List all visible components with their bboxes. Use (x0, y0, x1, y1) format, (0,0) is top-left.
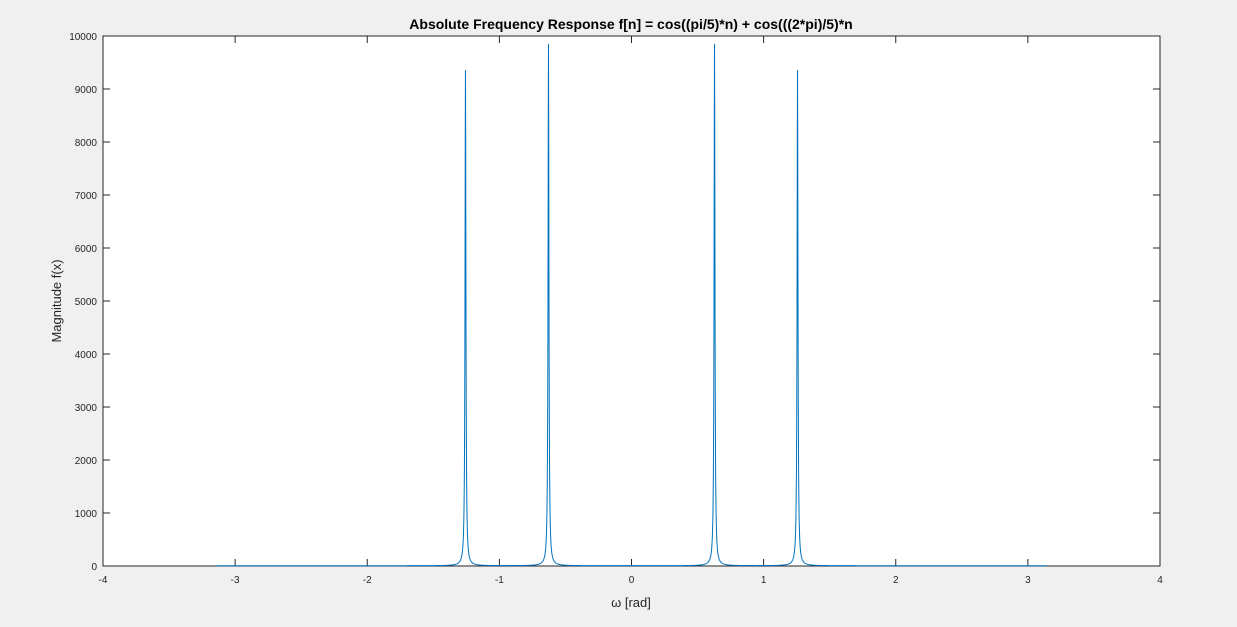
y-tick-labels: 0 1000 2000 3000 4000 5000 6000 7000 8000 9000 100… (69, 32, 97, 573)
x-tick-labels: -4 -3 -2 -1 0 1 2 3 4 (99, 575, 1164, 586)
y-axis-label: Magnitude f(x) (49, 259, 64, 342)
y-tick-label: 1000 (75, 509, 98, 520)
x-tick-label: -1 (495, 575, 504, 586)
x-tick-label: -3 (231, 575, 240, 586)
y-tick-label: 8000 (75, 138, 98, 149)
y-tick-label: 10000 (69, 32, 97, 43)
x-tick-label: 0 (629, 575, 635, 586)
y-tick-label: 3000 (75, 403, 98, 414)
x-tick-label: -4 (99, 575, 108, 586)
chart-title: Absolute Frequency Response f[n] = cos((… (409, 16, 852, 32)
x-tick-label: 2 (893, 575, 899, 586)
plot-area (102, 35, 1161, 567)
x-axis-label: ω [rad] (611, 595, 651, 610)
y-tick-label: 0 (91, 562, 97, 573)
y-tick-label: 6000 (75, 244, 98, 255)
x-tick-label: -2 (363, 575, 372, 586)
y-tick-label: 7000 (75, 191, 98, 202)
y-tick-label: 5000 (75, 297, 98, 308)
magnitude-series-line (216, 43, 1047, 567)
x-tick-label: 4 (1157, 575, 1163, 586)
y-tick-label: 4000 (75, 350, 98, 361)
y-tick-label: 2000 (75, 456, 98, 467)
y-tick-label: 9000 (75, 85, 98, 96)
x-tick-label: 3 (1025, 575, 1031, 586)
axis-ticks (102, 35, 1161, 567)
x-tick-label: 1 (761, 575, 767, 586)
